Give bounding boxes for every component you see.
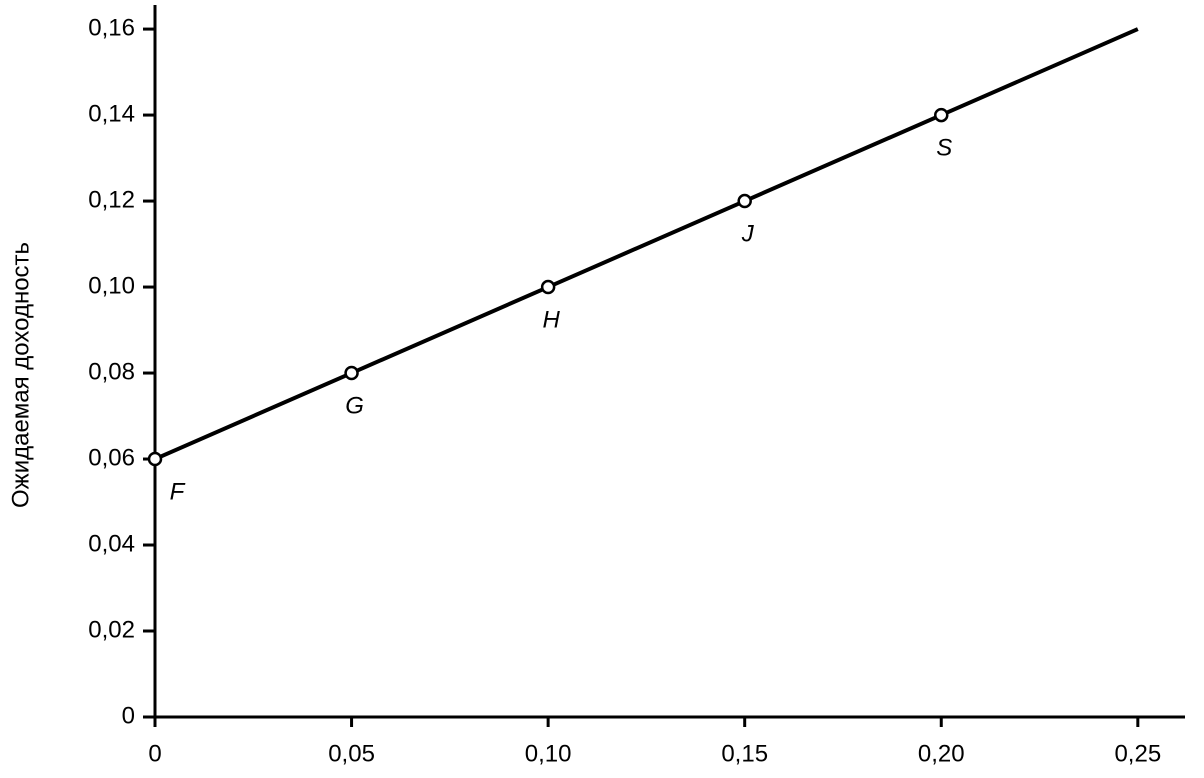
y-tick-label: 0,16 [88,14,135,41]
x-tick-label: 0 [148,740,161,767]
point-label: H [542,306,560,333]
x-tick-label: 0,25 [1114,740,1161,767]
x-tick-label: 0,15 [721,740,768,767]
y-tick-label: 0,14 [88,100,135,127]
x-tick-label: 0,05 [328,740,375,767]
y-tick-label: 0,06 [88,444,135,471]
point-label: J [741,220,755,247]
point [540,279,556,295]
x-tick-label: 0,10 [525,740,572,767]
y-axis-title: Ожидаемая доходность [7,242,34,508]
line [154,27,1139,461]
point [934,107,949,123]
point-label: S [936,134,952,161]
x-tick-label: 0,20 [918,740,965,767]
point-label: G [345,392,364,419]
y-tick-label: 0,02 [88,616,135,643]
point [147,451,163,467]
y-tick-label: 0,08 [88,358,135,385]
y-tick-label: 0,12 [88,186,135,213]
y-tick-label: 0,10 [88,272,135,299]
y-tick-label: 0 [122,702,135,729]
point-label: F [170,478,186,505]
point [737,193,752,209]
point [344,365,359,381]
y-tick-label: 0,04 [88,530,135,557]
